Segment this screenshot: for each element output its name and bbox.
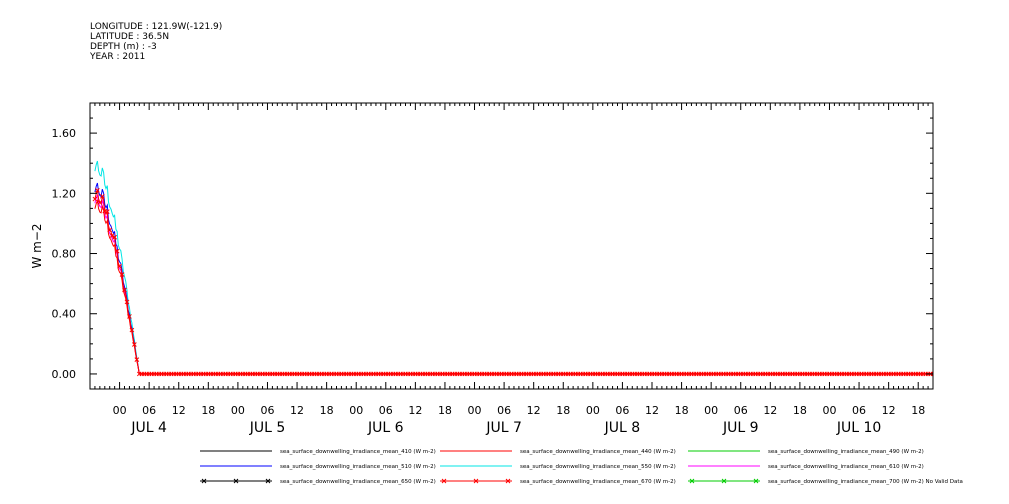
- x-tick-label: 12: [882, 404, 896, 417]
- x-tick-label: 12: [763, 404, 777, 417]
- legend-label: sea_surface_downwelling_irradiance_mean_…: [768, 449, 924, 455]
- x-tick-label: 06: [142, 404, 156, 417]
- legend-label: sea_surface_downwelling_irradiance_mean_…: [280, 449, 436, 455]
- x-tick-label: 18: [320, 404, 334, 417]
- x-tick-label: 18: [675, 404, 689, 417]
- legend-marker: [265, 478, 271, 484]
- plot-frame: [89, 102, 934, 390]
- x-tick-label: 00: [113, 404, 127, 417]
- x-tick-label: 00: [822, 404, 836, 417]
- legend-marker: [753, 478, 759, 484]
- legend-label: sea_surface_downwelling_irradiance_mean_…: [280, 464, 436, 470]
- x-tick-label: 12: [172, 404, 186, 417]
- legend-label: sea_surface_downwelling_irradiance_mean_…: [520, 449, 676, 455]
- series-marker: [99, 193, 105, 199]
- legend-marker: [201, 478, 207, 484]
- x-day-label: JUL 5: [249, 420, 286, 436]
- x-tick-label: 06: [379, 404, 393, 417]
- y-tick-label: 0.80: [52, 248, 77, 261]
- latitude-label: LATITUDE : 36.5N: [90, 32, 170, 42]
- x-tick-label: 12: [527, 404, 541, 417]
- series-marker: [930, 371, 933, 377]
- x-tick-label: 06: [852, 404, 866, 417]
- x-day-label: JUL 6: [367, 420, 404, 436]
- x-tick-label: 12: [290, 404, 304, 417]
- legend-marker: [505, 478, 511, 484]
- x-tick-label: 18: [793, 404, 807, 417]
- x-tick-label: 18: [438, 404, 452, 417]
- x-day-label: JUL 10: [836, 420, 881, 436]
- longitude-label: LONGITUDE : 121.9W(-121.9): [90, 22, 223, 32]
- legend-marker: [233, 478, 239, 484]
- x-day-label: JUL 4: [130, 420, 167, 436]
- axis-ticks: 00 06 12 18 00 06 12 18 00 06 12 18 00 06 12 18 00 06 12 18…: [52, 102, 934, 436]
- x-tick-label: 00: [231, 404, 245, 417]
- legend-marker: [473, 478, 479, 484]
- x-tick-label: 18: [911, 404, 925, 417]
- legend-label: sea_surface_downwelling_irradiance_mean_…: [520, 479, 676, 485]
- metadata-block: LONGITUDE : 121.9W(-121.9) LATITUDE : 36…: [90, 22, 222, 62]
- legend-label: sea_surface_downwelling_irradiance_mean_…: [280, 479, 436, 485]
- series-marker: [97, 200, 103, 205]
- x-tick-label: 00: [586, 404, 600, 417]
- x-day-label: JUL 7: [485, 420, 522, 436]
- x-day-label: JUL 9: [722, 420, 759, 436]
- x-tick-label: 12: [408, 404, 422, 417]
- legend-label: sea_surface_downwelling_irradiance_mean_…: [768, 479, 963, 485]
- x-tick-label: 18: [201, 404, 215, 417]
- y-tick-label: 1.60: [52, 127, 77, 140]
- series-marker: [95, 188, 100, 193]
- series-line: [94, 190, 933, 375]
- series-marker: [92, 196, 98, 202]
- year-label: YEAR : 2011: [90, 52, 146, 62]
- series-marker: [112, 234, 118, 240]
- y-tick-label: 1.20: [52, 187, 77, 200]
- legend-label: sea_surface_downwelling_irradiance_mean_…: [520, 464, 676, 470]
- x-tick-label: 00: [468, 404, 482, 417]
- y-tick-label: 0.00: [52, 368, 77, 381]
- series-sea_surface_downwelling_irradiance_mean_510: [94, 182, 933, 375]
- x-tick-label: 00: [349, 404, 363, 417]
- series-sea_surface_downwelling_irradiance_mean_550: [94, 160, 933, 375]
- legend-label: sea_surface_downwelling_irradiance_mean_…: [768, 464, 924, 470]
- legend-marker: [689, 478, 695, 484]
- series-line: [94, 160, 933, 375]
- x-tick-label: 18: [556, 404, 570, 417]
- legend-marker: [721, 478, 727, 484]
- series-line: [94, 194, 933, 375]
- series-layer: [92, 160, 933, 377]
- series-sea_surface_downwelling_irradiance_mean_670: [92, 188, 933, 377]
- y-axis-label: W m−2: [30, 223, 44, 268]
- series-sea_surface_downwelling_irradiance_mean_610: [94, 194, 933, 375]
- series-marker: [104, 209, 110, 214]
- series-sea_surface_downwelling_irradiance_mean_440: [94, 198, 933, 375]
- x-tick-label: 12: [645, 404, 659, 417]
- x-tick-label: 06: [497, 404, 511, 417]
- x-tick-label: 06: [615, 404, 629, 417]
- x-tick-label: 06: [734, 404, 748, 417]
- legend: sea_surface_downwelling_irradiance_mean_…: [200, 449, 963, 485]
- series-line: [94, 198, 933, 375]
- legend-marker: [441, 478, 447, 484]
- y-tick-label: 0.40: [52, 308, 77, 321]
- depth-label: DEPTH (m) : -3: [90, 42, 157, 52]
- x-tick-label: 00: [704, 404, 718, 417]
- x-tick-label: 06: [260, 404, 274, 417]
- x-day-label: JUL 8: [604, 420, 641, 436]
- series-line: [94, 182, 933, 375]
